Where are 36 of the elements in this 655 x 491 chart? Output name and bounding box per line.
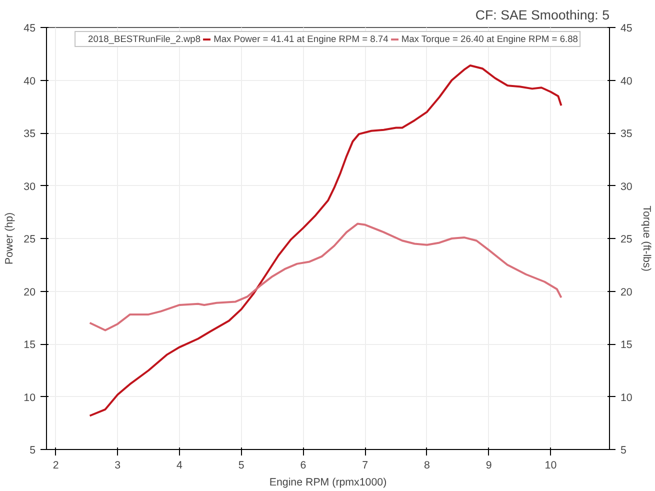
legend-title: 2018_BESTRunFile_2.wp8 bbox=[88, 34, 201, 44]
legend-label: Max Power = 41.41 at Engine RPM = 8.74 bbox=[214, 34, 388, 44]
y2-tick-label: 35 bbox=[620, 128, 632, 140]
y-axis-title: Power (hp) bbox=[4, 212, 16, 265]
y2-tick-label: 10 bbox=[620, 392, 632, 404]
y-tick-label: 45 bbox=[24, 22, 36, 34]
x-tick-label: 10 bbox=[544, 460, 557, 472]
line-series bbox=[88, 222, 562, 332]
y2-axis-title: Torque (ft-lbs) bbox=[640, 206, 652, 272]
x-tick-label: 5 bbox=[238, 460, 244, 472]
x-tick-label: 8 bbox=[424, 460, 430, 472]
text: CF: SAE Smoothing: 5 bbox=[475, 8, 610, 22]
y-tick-label: 20 bbox=[24, 286, 36, 298]
line-series bbox=[88, 64, 562, 417]
y2-tick-label: 20 bbox=[620, 286, 632, 298]
y2-tick-label: 40 bbox=[620, 75, 632, 88]
legend-label: Max Torque = 26.40 at Engine RPM = 6.88 bbox=[401, 34, 578, 44]
x-tick-label: 3 bbox=[114, 460, 121, 472]
y-tick-label: 25 bbox=[24, 234, 36, 246]
y2-tick-label: 5 bbox=[620, 444, 626, 456]
x-tick-label: 2 bbox=[52, 460, 59, 472]
y2-tick-label: 15 bbox=[620, 339, 632, 351]
x-tick-label: 4 bbox=[176, 460, 183, 472]
y-tick-label: 30 bbox=[24, 180, 36, 193]
y-tick-label: 10 bbox=[24, 392, 36, 404]
x-tick-label: 7 bbox=[362, 460, 368, 472]
x-axis-title: Engine RPM (rpmx1000) bbox=[269, 476, 387, 488]
y2-tick-label: 25 bbox=[620, 234, 632, 246]
y-tick-label: 5 bbox=[30, 444, 36, 456]
y-tick-label: 15 bbox=[24, 339, 36, 351]
y-tick-label: 35 bbox=[24, 128, 36, 140]
y-tick-label: 40 bbox=[24, 75, 36, 88]
y2-tick-label: 45 bbox=[620, 22, 632, 34]
y2-tick-label: 30 bbox=[620, 180, 632, 193]
x-tick-label: 9 bbox=[486, 460, 492, 472]
x-tick-label: 6 bbox=[300, 460, 306, 472]
